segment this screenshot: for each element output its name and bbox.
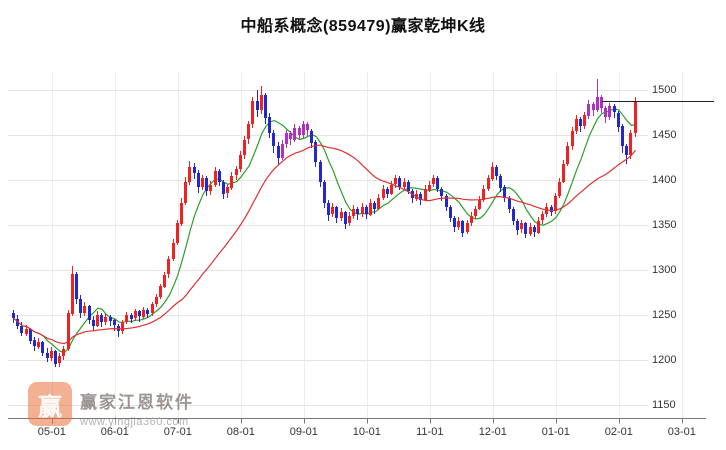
- y-axis-label: 1200: [652, 354, 677, 366]
- x-axis-label: 02-01: [604, 426, 633, 438]
- y-axis-label: 1300: [652, 264, 677, 276]
- x-axis-label: 05-01: [37, 426, 66, 438]
- y-axis-label: 1150: [652, 399, 676, 411]
- chart-title: 中船系概念(859479)赢家乾坤K线: [240, 18, 486, 35]
- x-axis-label: 03-01: [667, 426, 696, 438]
- y-axis-label: 1450: [652, 129, 677, 141]
- y-axis-label: 1350: [652, 219, 677, 231]
- x-axis-label: 10-01: [352, 426, 381, 438]
- y-axis-label: 1250: [652, 309, 677, 321]
- x-axis-label: 08-01: [226, 426, 255, 438]
- x-axis-label: 01-01: [541, 426, 570, 438]
- x-axis-label: 11-01: [416, 426, 444, 438]
- y-axis-label: 1500: [652, 84, 677, 96]
- x-axis-label: 07-01: [163, 426, 192, 438]
- x-axis-label: 12-01: [478, 426, 507, 438]
- y-axis-label: 1400: [652, 174, 677, 186]
- x-axis-label: 09-01: [289, 426, 318, 438]
- x-axis-label: 06-01: [100, 426, 129, 438]
